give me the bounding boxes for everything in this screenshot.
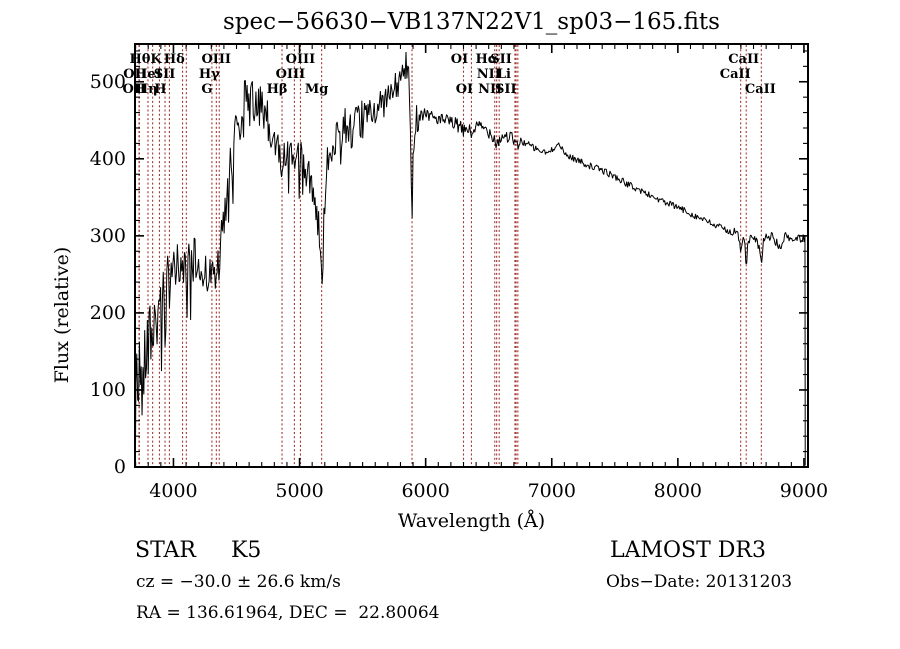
spectral-line-label: Hγ [199, 67, 220, 82]
spectral-line-label: Hβ [267, 82, 288, 97]
x-tick-label: 6000 [401, 480, 449, 502]
spectral-line-label: H [154, 82, 166, 97]
spectral-line-label: Hη [136, 82, 158, 97]
x-tick-label: 9000 [780, 480, 828, 502]
y-tick-label: 400 [90, 148, 126, 170]
plot-frame [134, 43, 809, 468]
object-class-label: STAR K5 [135, 538, 262, 563]
spectral-line-label: CaII [745, 82, 776, 97]
spectral-line-label: CaII [728, 52, 759, 67]
spectral-line-label: K [150, 52, 162, 67]
spectral-line-label: OI [451, 52, 468, 67]
radial-velocity-label: cz = −30.0 ± 26.6 km/s [136, 572, 341, 592]
x-tick-label: 8000 [654, 480, 702, 502]
spectral-line-label: Hθ [130, 52, 151, 67]
spectral-line-label: Mg [305, 82, 328, 97]
spectral-line-label: Hδ [164, 52, 185, 67]
spectral-line-label: Hα [476, 52, 498, 67]
x-axis-title: Wavelength (Å) [398, 510, 545, 532]
spectral-line-label: NII [477, 67, 501, 82]
y-tick-label: 200 [90, 302, 126, 324]
y-tick-label: 300 [90, 225, 126, 247]
spectral-line-label: SII [154, 67, 176, 82]
spectrum-line [134, 51, 806, 466]
y-tick-label: 500 [90, 71, 126, 93]
x-tick-label: 5000 [275, 480, 323, 502]
y-axis-title: Flux (relative) [51, 247, 73, 384]
obs-date-label: Obs−Date: 20131203 [606, 572, 793, 592]
y-tick-label: 0 [114, 456, 126, 478]
spectral-line-label: G [201, 82, 212, 97]
spectral-line-label: Li [497, 67, 511, 82]
x-tick-label: 4000 [149, 480, 197, 502]
ra-dec-label: RA = 136.61964, DEC = 22.80064 [136, 603, 440, 623]
spectral-line-label: SII [490, 52, 512, 67]
spectral-line-label: HeI [135, 67, 162, 82]
y-tick-label: 100 [90, 379, 126, 401]
x-tick-label: 7000 [528, 480, 576, 502]
survey-release-label: LAMOST DR3 [610, 538, 766, 563]
spectral-line-label: OIII [276, 67, 306, 82]
spectral-line-label: OIII [286, 52, 316, 67]
spectral-line-label: SII [495, 82, 517, 97]
spectral-line-label: CaII [720, 67, 751, 82]
plot-title: spec−56630−VB137N22V1_sp03−165.fits [223, 9, 720, 35]
spectral-line-label: OIII [201, 52, 231, 67]
spectral-line-label: NII [478, 82, 502, 97]
spectral-line-label: OI [456, 82, 473, 97]
